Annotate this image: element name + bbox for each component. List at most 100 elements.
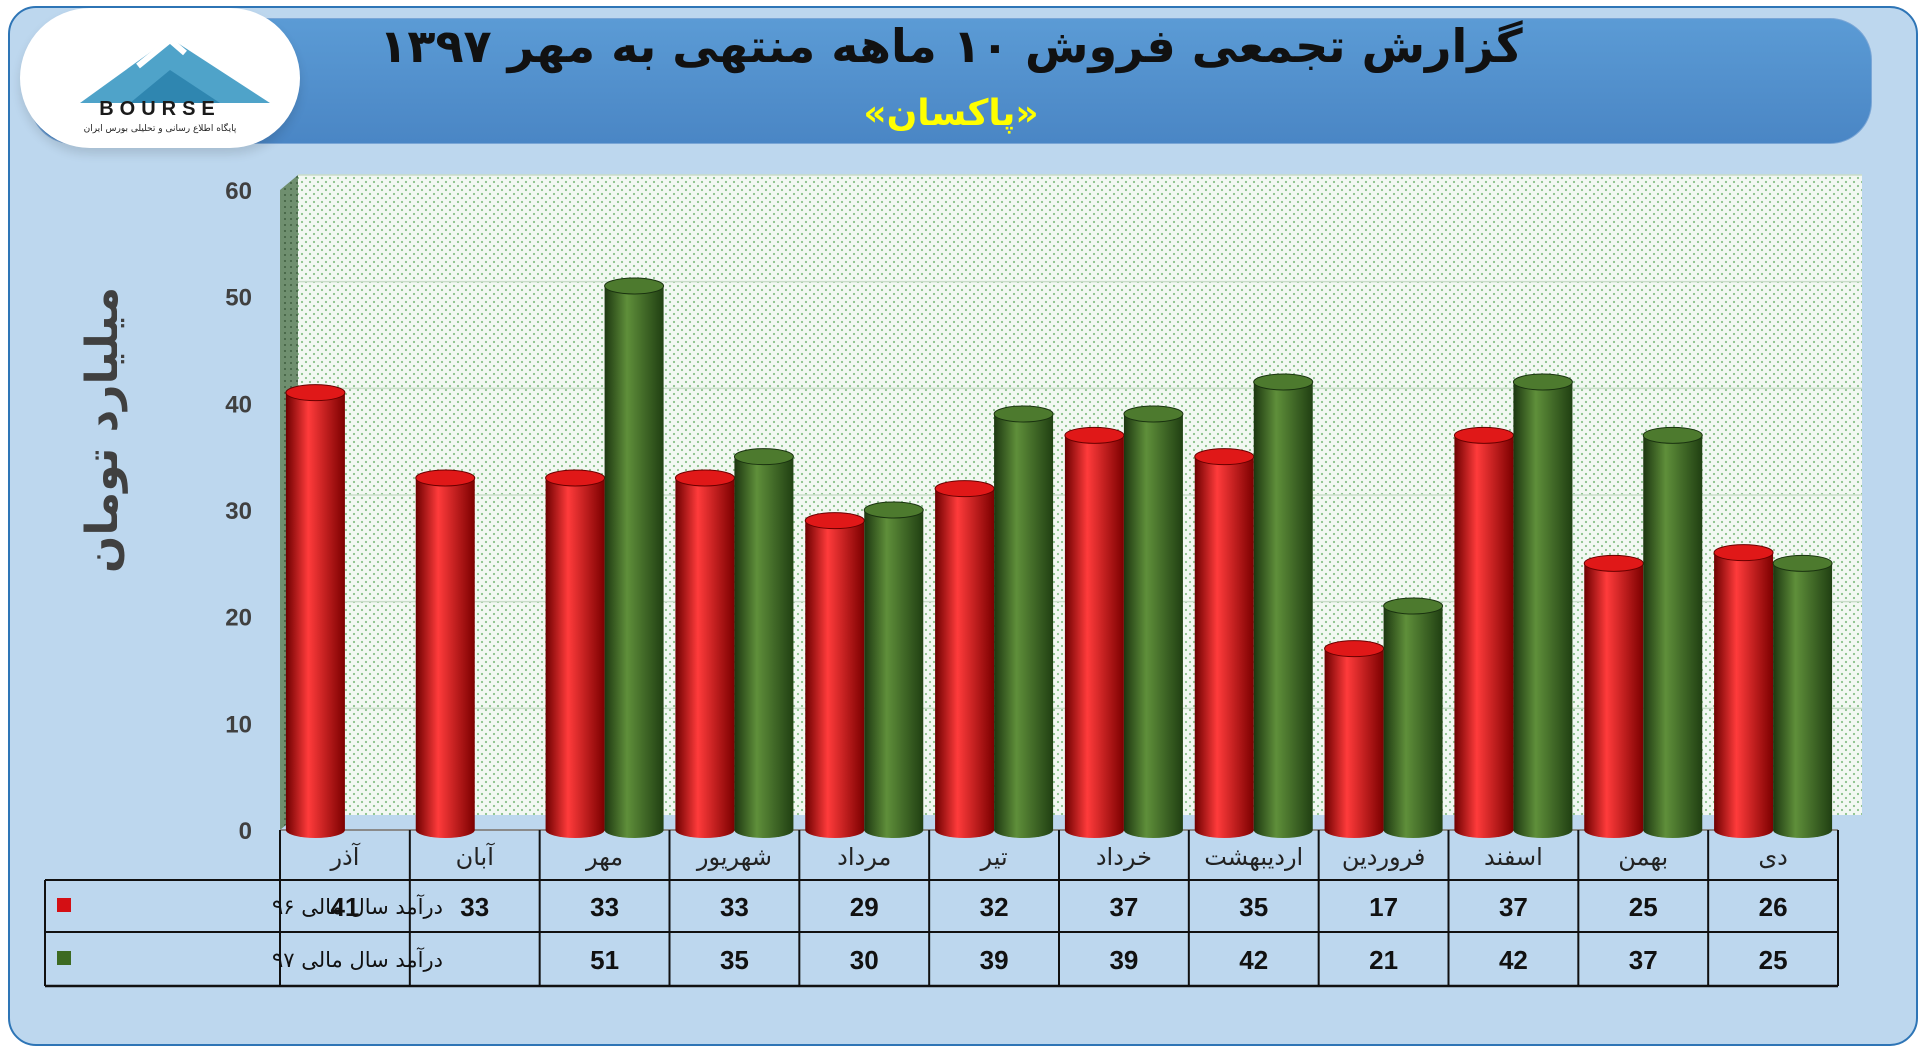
bar [1253, 373, 1314, 838]
bar-body [545, 478, 605, 838]
category-label: مهر [585, 843, 623, 871]
bar-top [415, 469, 476, 487]
category-label: اسفند [1484, 843, 1543, 871]
bar [1583, 554, 1644, 838]
data-value-label: 35 [1239, 892, 1268, 922]
y-tick-label: 10 [225, 711, 252, 738]
bar [285, 384, 346, 838]
bar [1772, 554, 1833, 838]
bar [1713, 544, 1774, 838]
bar-top [1453, 426, 1514, 444]
bar [1512, 373, 1573, 838]
bar [804, 512, 865, 838]
category-label: بهمن [1618, 843, 1668, 871]
category-label: مرداد [837, 843, 891, 871]
legend-swatch [57, 951, 71, 965]
bar-top [1253, 373, 1314, 391]
y-tick-label: 30 [225, 498, 252, 525]
bars-group [285, 277, 1833, 838]
bar-body [675, 478, 735, 838]
data-value-label: 21 [1369, 945, 1398, 975]
category-label: آبان [456, 842, 496, 871]
bar [1194, 448, 1255, 838]
data-value-label: 17 [1369, 892, 1398, 922]
header-banner: گزارش تجمعی فروش ۱۰ ماهه منتهی به مهر ۱۳… [30, 18, 1872, 144]
bar-top [1324, 640, 1385, 658]
bar-body [935, 488, 995, 838]
bar [415, 469, 476, 838]
category-label: فروردین [1342, 843, 1426, 871]
report-title: گزارش تجمعی فروش ۱۰ ماهه منتهی به مهر ۱۳… [379, 19, 1523, 73]
data-value-label: 30 [850, 945, 879, 975]
bar-top [1064, 426, 1125, 444]
bar-body [805, 520, 865, 838]
y-tick-label: 40 [225, 391, 252, 418]
y-axis-ticks: 0 10 20 30 40 50 60 [225, 178, 252, 845]
data-value-label: 39 [980, 945, 1009, 975]
data-value-label: 51 [590, 945, 619, 975]
logo-wordmark: BOURSE [99, 98, 221, 120]
data-value-label: 37 [1499, 892, 1528, 922]
bar-body [1773, 563, 1833, 838]
bar [1453, 426, 1514, 838]
bar-top [1194, 448, 1255, 466]
bar-top [285, 384, 346, 402]
bar-top [993, 405, 1054, 423]
bar-body [1454, 435, 1514, 838]
bourse-logo: BOURSE پایگاه اطلاع رسانی و تحلیلی بورس … [20, 8, 300, 148]
company-name: «پاکسان» [863, 93, 1039, 134]
bar [863, 501, 924, 838]
bar [545, 469, 606, 838]
bar-top [804, 512, 865, 530]
bar-body [415, 478, 475, 838]
data-table: درآمد سال مالی ۹۶ درآمد سال مالی ۹۷ آذر 41 آ… [44, 830, 1839, 988]
bar-body [864, 510, 924, 838]
data-value-label: 42 [1499, 945, 1528, 975]
bar-top [1583, 554, 1644, 572]
bar-body [604, 286, 664, 838]
data-value-label: 39 [1109, 945, 1138, 975]
bar [934, 480, 995, 838]
bar [604, 277, 665, 838]
bar-top [545, 469, 606, 487]
bar-body [1194, 456, 1254, 838]
bar-top [1383, 597, 1444, 615]
bar-top [1642, 426, 1703, 444]
data-value-label: 26 [1759, 892, 1788, 922]
bar-top [1512, 373, 1573, 391]
bar-body [1123, 414, 1183, 838]
bar-body [285, 392, 345, 838]
data-value-label: 32 [980, 892, 1009, 922]
bar-body [1324, 648, 1384, 838]
bar-body [994, 414, 1054, 838]
bar [1324, 640, 1385, 838]
y-tick-label: 50 [225, 285, 252, 312]
legend-label: درآمد سال مالی ۹۷ [272, 947, 443, 972]
data-value-label: 25 [1629, 892, 1658, 922]
bar-body [1513, 382, 1573, 838]
bar-top [1713, 544, 1774, 562]
data-value-label: 37 [1629, 945, 1658, 975]
data-value-label: 25 [1759, 945, 1788, 975]
data-value-label: 41 [330, 892, 359, 922]
y-tick-label: 20 [225, 605, 252, 632]
bar [733, 448, 794, 838]
bar [1642, 426, 1703, 838]
bar [674, 469, 735, 838]
category-label: خرداد [1096, 843, 1152, 871]
data-value-label: 42 [1239, 945, 1268, 975]
legend-label: درآمد سال مالی ۹۶ [272, 894, 443, 919]
data-value-label: 33 [720, 892, 749, 922]
category-label: دی [1758, 843, 1787, 871]
bar [993, 405, 1054, 838]
bar-body [1584, 563, 1644, 838]
bar [1064, 426, 1125, 838]
bar-body [734, 456, 794, 838]
data-value-label: 33 [590, 892, 619, 922]
bar-top [1772, 554, 1833, 572]
y-tick-label: 0 [239, 818, 252, 845]
bar-top [674, 469, 735, 487]
y-tick-label: 60 [225, 178, 252, 205]
logo-tagline: پایگاه اطلاع رسانی و تحلیلی بورس ایران [83, 124, 237, 134]
